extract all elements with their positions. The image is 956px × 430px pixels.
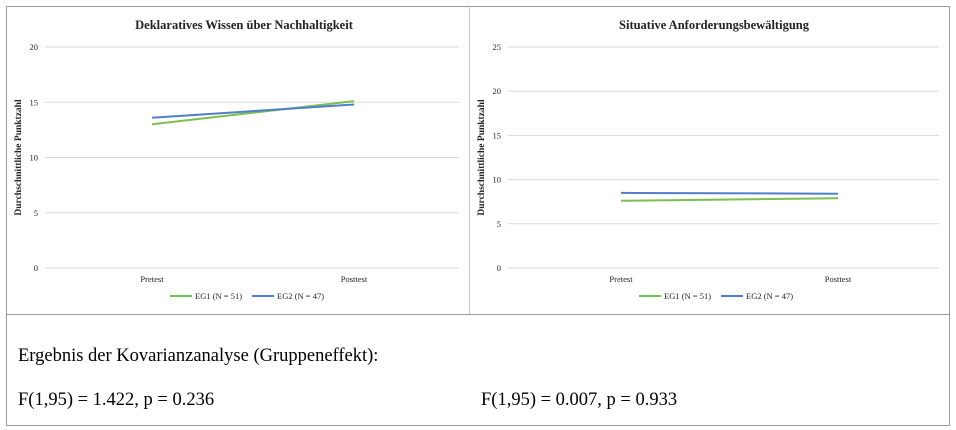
- legend-label-1: EG1 (N = 51): [664, 291, 711, 301]
- series-line-2: [620, 191, 839, 195]
- results-heading: Ergebnis der Kovarianzanalyse (Gruppenef…: [18, 346, 379, 366]
- y-axis-label: Durchschnittliche Punktzahl: [477, 99, 487, 216]
- legend-label-2: EG2 (N = 47): [746, 291, 793, 301]
- chart-declarative-knowledge: Deklaratives Wissen über Nachhaltigkeit 0…: [14, 18, 459, 301]
- series-line-2: [151, 103, 355, 119]
- results-divider: [6, 314, 950, 315]
- y-tick-label: 10: [493, 175, 502, 185]
- y-tick-label: 15: [30, 97, 39, 107]
- x-tick-label: Posttest: [825, 274, 852, 284]
- y-tick-label: 0: [497, 263, 501, 273]
- y-tick-label: 10: [30, 153, 39, 163]
- chart-situational-demands: Situative Anforderungsbewältigung 0 5 10 15 2…: [477, 18, 939, 301]
- series-line-1: [620, 197, 839, 202]
- figure-frame: [6, 6, 950, 426]
- y-tick-label: 20: [30, 42, 39, 52]
- legend-label-2: EG2 (N = 47): [277, 291, 324, 301]
- chart-title: Situative Anforderungsbewältigung: [619, 18, 810, 32]
- x-tick-label: Pretest: [609, 274, 633, 284]
- y-tick-label: 25: [493, 42, 502, 52]
- x-tick-label: Posttest: [341, 274, 368, 284]
- y-tick-label: 20: [493, 86, 502, 96]
- legend-label-1: EG1 (N = 51): [195, 291, 242, 301]
- x-tick-label: Pretest: [140, 274, 164, 284]
- chart-title: Deklaratives Wissen über Nachhaltigkeit: [135, 18, 354, 32]
- y-axis-label: Durchschnittliche Punktzahl: [14, 99, 24, 216]
- chart-divider: [469, 6, 470, 314]
- y-tick-label: 15: [493, 130, 502, 140]
- series-line-1: [151, 100, 355, 126]
- y-tick-label: 5: [497, 219, 501, 229]
- results-right-stat: F(1,95) = 0.007, p = 0.933: [481, 390, 678, 410]
- y-tick-label: 0: [34, 263, 38, 273]
- y-tick-label: 5: [34, 208, 38, 218]
- results-left-stat: F(1,95) = 1.422, p = 0.236: [18, 390, 215, 410]
